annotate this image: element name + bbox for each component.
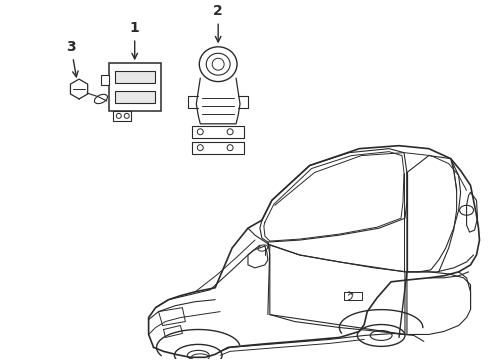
Bar (115, 91, 154, 103)
Circle shape (226, 145, 233, 150)
Text: 1: 1 (130, 21, 139, 59)
Ellipse shape (206, 53, 230, 75)
Ellipse shape (459, 205, 472, 215)
Ellipse shape (369, 330, 391, 341)
Ellipse shape (258, 245, 267, 251)
Circle shape (212, 58, 224, 70)
Text: 2: 2 (213, 4, 223, 42)
Bar (109, 63, 160, 111)
Ellipse shape (191, 354, 209, 360)
Circle shape (197, 145, 203, 150)
Ellipse shape (187, 350, 209, 360)
Bar (192, 126, 244, 138)
Text: 3: 3 (66, 40, 78, 77)
Circle shape (116, 113, 121, 118)
Ellipse shape (199, 47, 237, 82)
Ellipse shape (174, 345, 222, 360)
Circle shape (124, 113, 129, 118)
Bar (115, 71, 154, 83)
Ellipse shape (94, 94, 107, 104)
Circle shape (197, 129, 203, 135)
Ellipse shape (357, 324, 404, 346)
Bar (101, 75, 109, 85)
Bar (113, 111, 130, 121)
Bar (192, 142, 244, 154)
Circle shape (226, 129, 233, 135)
